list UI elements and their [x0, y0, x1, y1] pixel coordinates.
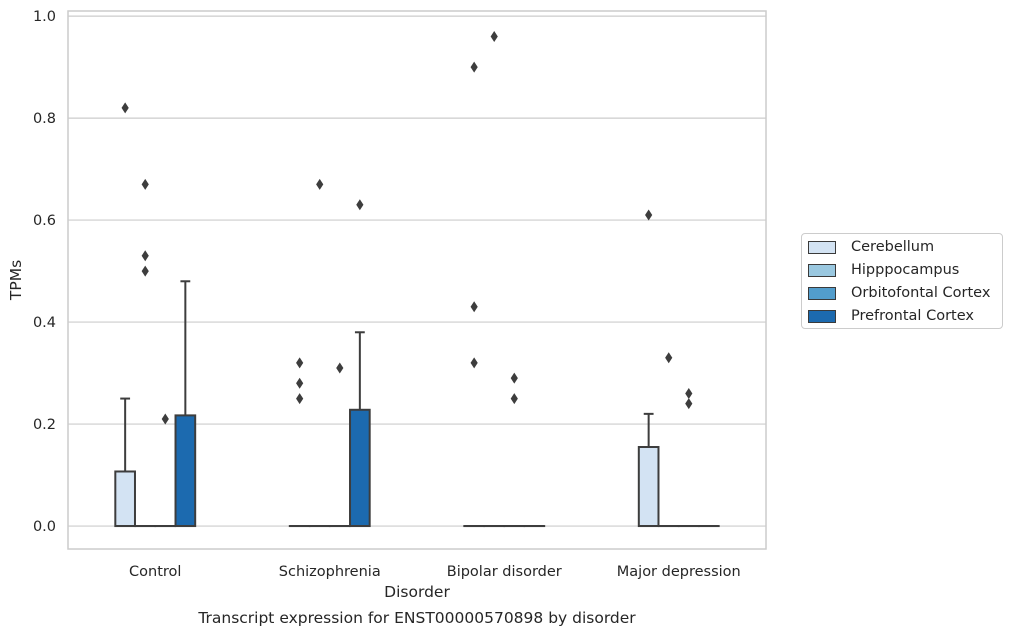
- y-tick-label: 0.2: [33, 417, 56, 433]
- box-prefrontal-cortex: [349, 199, 371, 528]
- legend-item: Prefrontal Cortex: [808, 306, 974, 326]
- outlier-point: [685, 387, 693, 399]
- outlier-point: [316, 178, 324, 190]
- box-orbitofontal-cortex: [154, 413, 177, 528]
- outlier-point: [510, 372, 518, 384]
- box-body: [174, 414, 197, 528]
- box-orbitofontal-cortex: [503, 372, 526, 528]
- legend-label: Hipppocampus: [851, 262, 960, 278]
- y-tick-label: 0.0: [33, 519, 56, 535]
- y-tick-label: 0.8: [33, 111, 56, 127]
- box-hipppocampus: [657, 352, 680, 528]
- y-tick-labels: 0.0 0.2 0.4 0.6 0.8 1.0: [33, 9, 56, 535]
- box-cerebellum: [637, 209, 660, 528]
- plot-frame: [67, 10, 767, 550]
- grid-lines: [68, 15, 766, 527]
- outlier-point: [161, 413, 169, 425]
- outlier-point: [510, 393, 518, 405]
- outlier-point: [470, 357, 478, 369]
- legend-label: Cerebellum: [851, 239, 935, 255]
- box-cerebellum: [288, 357, 311, 528]
- outlier-point: [470, 61, 478, 73]
- legend-swatch: [808, 309, 836, 323]
- outlier-point: [356, 199, 364, 211]
- legend: Cerebellum Hipppocampus Orbitofontal Corte…: [801, 233, 1003, 329]
- legend-swatch: [808, 240, 836, 254]
- x-tick-label: Schizophrenia: [279, 564, 381, 580]
- box-cerebellum: [463, 61, 485, 528]
- outlier-point: [141, 250, 149, 262]
- outlier-point: [470, 301, 478, 313]
- legend-item: Orbitofontal Cortex: [808, 283, 990, 303]
- outlier-point: [665, 352, 673, 364]
- outlier-point: [121, 102, 129, 114]
- box-cerebellum: [114, 102, 136, 528]
- x-tick-label: Bipolar disorder: [447, 564, 562, 580]
- x-tick-label: Major depression: [617, 564, 741, 580]
- plot-marks: [114, 30, 720, 528]
- box-body: [114, 470, 136, 528]
- outlier-point: [141, 265, 149, 277]
- x-axis-title: Disorder: [384, 583, 450, 601]
- legend-label: Orbitofontal Cortex: [851, 285, 991, 301]
- box-body: [349, 408, 371, 528]
- outlier-point: [645, 209, 653, 221]
- outlier-point: [296, 357, 304, 369]
- outlier-point: [296, 377, 304, 389]
- box-orbitofontal-cortex: [677, 387, 700, 528]
- box-hipppocampus: [483, 30, 506, 528]
- y-tick-label: 1.0: [33, 9, 56, 25]
- x-tick-label: Control: [129, 564, 181, 580]
- outlier-point: [141, 178, 149, 190]
- box-prefrontal-cortex: [174, 280, 197, 528]
- legend-item: Hipppocampus: [808, 260, 959, 280]
- y-tick-label: 0.4: [33, 315, 56, 331]
- box-hipppocampus: [134, 178, 157, 528]
- outlier-point: [685, 398, 693, 410]
- x-tick-labels: Control Schizophrenia Bipolar disorder Majo…: [129, 564, 741, 580]
- box-body: [637, 446, 660, 528]
- legend-swatch: [808, 263, 836, 277]
- legend-swatch: [808, 286, 836, 300]
- y-tick-label: 0.6: [33, 213, 56, 229]
- chart-caption: Transcript expression for ENST0000057089…: [197, 609, 636, 627]
- box-orbitofontal-cortex: [328, 362, 351, 528]
- legend-label: Prefrontal Cortex: [851, 308, 974, 324]
- box-hipppocampus: [308, 178, 331, 528]
- legend-item: Cerebellum: [808, 237, 934, 257]
- outlier-point: [336, 362, 344, 374]
- outlier-point: [490, 30, 498, 42]
- y-axis-title: TPMs: [7, 260, 25, 301]
- outlier-point: [296, 393, 304, 405]
